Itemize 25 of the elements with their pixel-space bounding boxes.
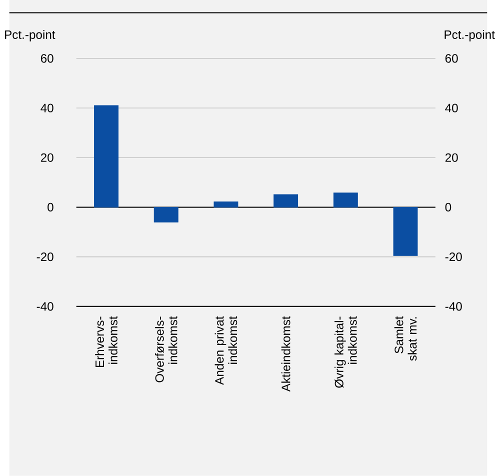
bar	[393, 207, 418, 256]
y-tick-label: 0	[48, 202, 54, 212]
x-tick-label: Overførsels-indkomst	[154, 316, 178, 382]
y2-tick-label: -40	[445, 302, 462, 311]
y2-tick-label: 0	[445, 202, 452, 212]
y2-tick-label: 60	[445, 54, 458, 63]
bar	[333, 192, 358, 208]
x-tick-label: Øvrig kapital-indkomst	[334, 316, 357, 388]
x-tick-label: Erhvervs-indkomst	[95, 316, 118, 368]
x-tick-label: Aktieindkomst	[281, 316, 290, 392]
bar	[94, 105, 118, 208]
y-tick-label: -20	[36, 252, 54, 262]
y2-axis-title: Pct.-point	[444, 30, 495, 42]
x-tick-label: Samlet skat mv.	[394, 316, 417, 361]
y-axis-title: Pct.-point	[5, 30, 56, 42]
bar	[154, 207, 178, 222]
y-tick-label: -40	[36, 302, 54, 311]
y2-tick-label: -20	[445, 252, 462, 262]
y2-tick-label: 20	[445, 153, 458, 162]
y-tick-label: 20	[40, 153, 54, 162]
bar	[274, 194, 298, 208]
y-tick-label: 60	[40, 54, 54, 63]
y2-tick-label: 40	[445, 104, 458, 112]
bar	[214, 202, 238, 208]
y-tick-label: 40	[40, 104, 54, 112]
